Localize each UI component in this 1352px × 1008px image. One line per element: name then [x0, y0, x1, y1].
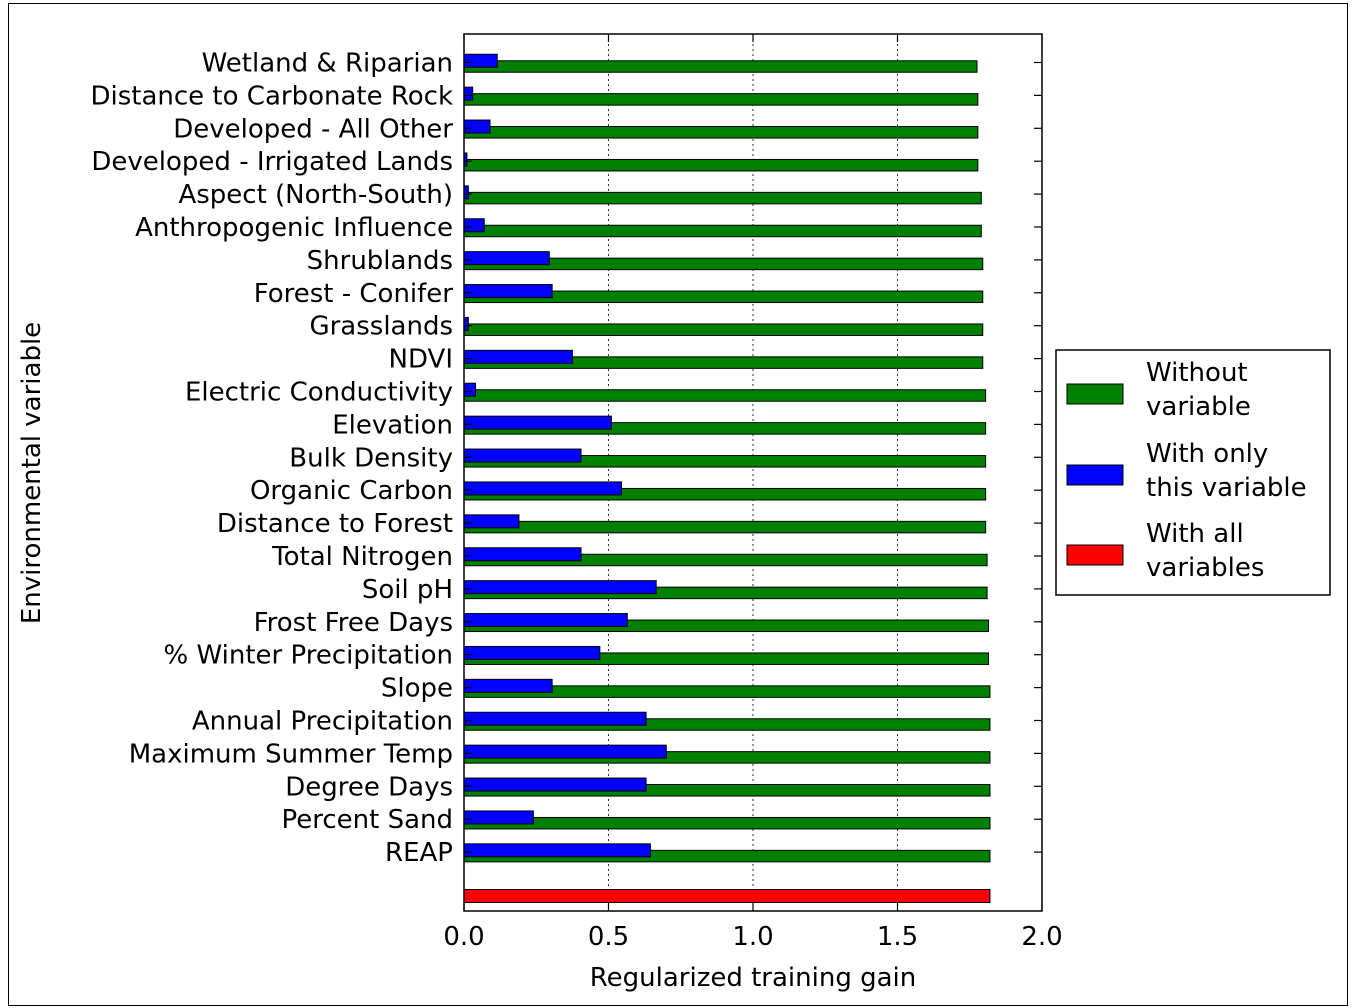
bar-with-only-this-variable [463, 547, 582, 562]
bar-with-only-this-variable [463, 580, 657, 595]
bar-without-variable [463, 224, 982, 238]
y-tick-label: Aspect (North-South) [178, 180, 453, 210]
y-tick-label: Maximum Summer Temp [129, 739, 453, 769]
legend-swatch [1066, 544, 1124, 566]
bar-with-only-this-variable [463, 251, 550, 266]
y-tick-label: Developed - Irrigated Lands [91, 147, 453, 177]
bar-with-only-this-variable [463, 86, 474, 101]
bar-with-only-this-variable [463, 678, 553, 693]
bar-with-only-this-variable [463, 349, 573, 364]
y-tick-label: Degree Days [285, 772, 453, 802]
bar-without-variable [463, 60, 978, 73]
x-tick-label: 0.5 [588, 922, 629, 952]
legend-label: With all [1146, 519, 1244, 549]
y-tick-label: Wetland & Riparian [202, 49, 453, 79]
bar-with-only-this-variable [463, 843, 651, 858]
y-tick-label: Percent Sand [281, 805, 453, 835]
bar-with-only-this-variable [463, 613, 628, 628]
bar-with-only-this-variable [463, 645, 601, 660]
y-tick-label: Organic Carbon [250, 476, 453, 506]
bar-with-only-this-variable [463, 119, 491, 134]
y-tick-label: Soil pH [362, 575, 453, 605]
x-tick-label: 1.5 [877, 922, 918, 952]
y-tick-label: Grasslands [309, 312, 453, 342]
bars [463, 53, 991, 903]
y-tick-label: Electric Conductivity [185, 378, 453, 408]
y-axis-title: Environmental variable [17, 322, 47, 624]
x-axis-title: Regularized training gain [590, 963, 917, 993]
y-tick-label: % Winter Precipitation [164, 641, 453, 671]
y-tick-label: Distance to Carbonate Rock [90, 81, 453, 111]
bar-with-only-this-variable [463, 53, 498, 68]
bar-with-only-this-variable [463, 514, 520, 529]
axis-ticks [463, 34, 1043, 911]
grid-lines [608, 34, 898, 911]
bar-with-only-this-variable [463, 218, 485, 233]
bar-without-variable [463, 126, 979, 139]
y-tick-label: Forest - Conifer [254, 279, 454, 309]
bar-without-variable [463, 93, 979, 106]
bar-with-only-this-variable [463, 481, 623, 496]
x-tick-label: 1.0 [732, 922, 773, 952]
bar-with-only-this-variable [463, 448, 582, 463]
y-tick-label: Elevation [332, 410, 453, 440]
bar-with-only-this-variable [463, 382, 477, 397]
y-tick-label: Frost Free Days [254, 608, 453, 638]
legend-swatch [1066, 464, 1124, 486]
y-tick-label: Annual Precipitation [192, 707, 453, 737]
bar-with-only-this-variable [463, 810, 534, 825]
legend: Without variable With only this variable Wit… [1055, 349, 1331, 596]
y-tick-label: Developed - All Other [173, 114, 453, 144]
y-tick-label: Distance to Forest [217, 509, 453, 539]
y-tick-label: NDVI [389, 345, 453, 375]
bar-without-variable [463, 191, 982, 205]
bar-with-only-this-variable [463, 777, 647, 792]
bar-without-variable [463, 520, 987, 534]
y-tick-label: Bulk Density [289, 443, 453, 473]
legend-label: With only [1146, 439, 1268, 469]
bar-without-variable [463, 158, 979, 172]
legend-swatch [1066, 383, 1124, 405]
bar-with-only-this-variable [463, 711, 647, 726]
bar-with-all-variables [463, 889, 991, 903]
x-tick-label: 2.0 [1021, 922, 1062, 952]
bar-without-variable [463, 389, 987, 402]
legend-label: this variable [1146, 473, 1307, 503]
y-tick-label: Total Nitrogen [271, 542, 453, 572]
y-tick-label: REAP [385, 838, 453, 868]
legend-label: Without [1146, 358, 1248, 388]
bar-with-only-this-variable [463, 415, 612, 430]
legend-label: variables [1146, 553, 1264, 583]
bar-without-variable [463, 323, 984, 336]
y-tick-label: Anthropogenic Influence [135, 213, 453, 243]
legend-label: variable [1146, 392, 1251, 422]
x-tick-label: 0.0 [443, 922, 484, 952]
bar-without-variable [463, 816, 991, 830]
y-tick-label: Slope [381, 674, 453, 704]
bar-with-only-this-variable [463, 744, 667, 759]
y-tick-label: Shrublands [307, 246, 453, 276]
bar-with-only-this-variable [463, 284, 553, 299]
